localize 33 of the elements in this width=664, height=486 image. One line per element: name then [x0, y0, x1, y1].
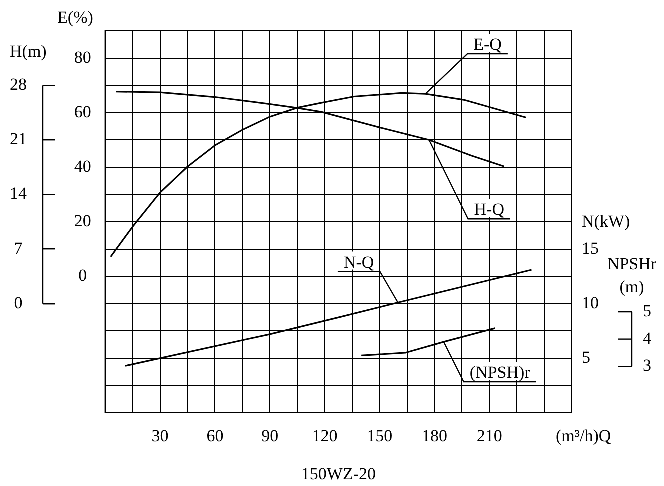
y2-tick-label: 21 — [10, 130, 27, 149]
y3-tick-label: 10 — [582, 293, 599, 312]
x-tick-label: 90 — [262, 426, 279, 446]
y-axis-title: NPSHr (m) — [607, 254, 657, 297]
y-axis-title: E(%) — [58, 8, 94, 27]
y2-tick-label: 0 — [14, 293, 23, 312]
x-axis-title: (m³/h)Q — [556, 426, 612, 446]
x-tick-label: 180 — [422, 426, 448, 446]
y2-tick-label: 28 — [10, 75, 27, 94]
x-tick-label: 30 — [152, 426, 169, 446]
y-tick-label: 80 — [74, 48, 92, 67]
y2-axis-title: H(m) — [10, 42, 47, 62]
y-tick-label: 40 — [74, 156, 92, 176]
y2-tick-label: 14 — [10, 184, 28, 204]
y-tick-label: 4 — [643, 328, 652, 348]
text: N-Q — [344, 252, 374, 272]
y3-tick-label: 15 — [582, 238, 599, 258]
y2-tick-label: 7 — [14, 238, 24, 258]
y-tick-label: 60 — [74, 102, 92, 122]
x-tick-label: 120 — [312, 426, 338, 446]
x-tick-label: 150 — [367, 426, 393, 446]
text: 150WZ-20 — [301, 464, 376, 484]
x-tick-label: 210 — [476, 426, 502, 446]
series-label: H-Q — [474, 200, 504, 220]
y-tick-label: 3 — [643, 356, 652, 376]
y3-tick-label: 5 — [582, 348, 590, 367]
y3-axis-title: N(kW) — [582, 212, 630, 231]
series-label: (NPSH)r — [470, 363, 531, 382]
text: E-Q — [474, 35, 502, 54]
y-tick-label: 20 — [74, 211, 92, 230]
y-tick-label: 5 — [643, 302, 652, 321]
y-tick-label: 0 — [78, 266, 88, 286]
x-tick-label: 60 — [206, 426, 224, 446]
